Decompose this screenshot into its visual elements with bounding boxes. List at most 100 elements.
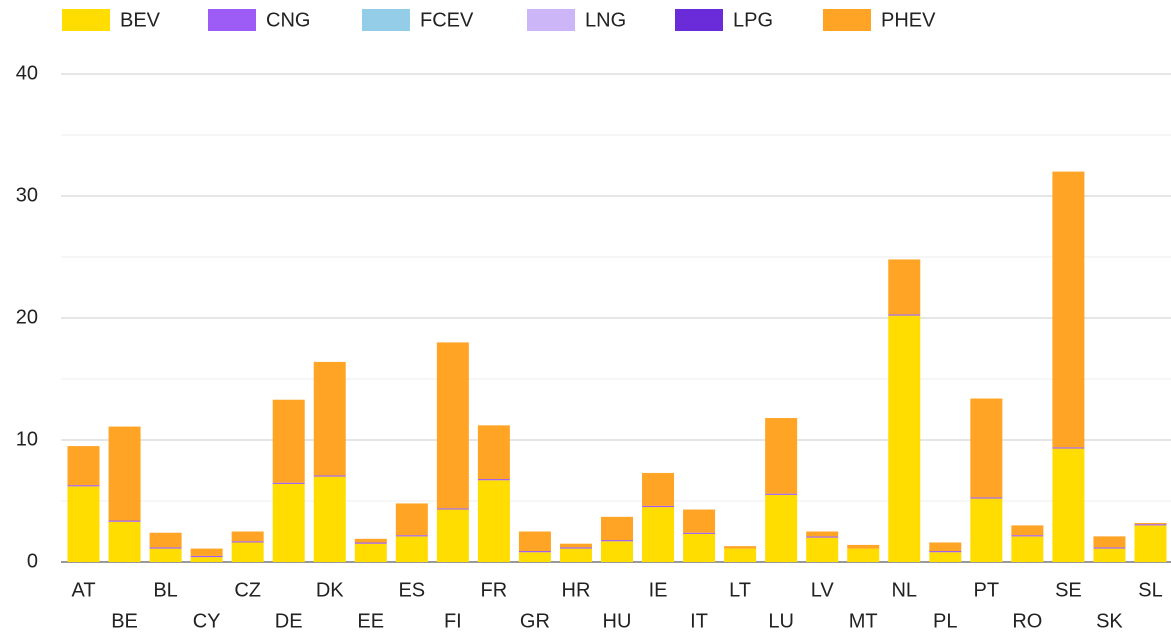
bar-segment [724, 548, 757, 562]
x-tick-label: HU [603, 610, 632, 632]
x-tick-label: SL [1138, 579, 1162, 601]
bar-segment [1011, 525, 1044, 536]
bar-segment [67, 446, 100, 486]
bar-segment [806, 536, 839, 538]
bar-segment [1093, 548, 1126, 562]
bar-segment [683, 532, 716, 534]
bar-segment [395, 503, 428, 536]
bar-segment [806, 537, 839, 562]
bar-segment [354, 543, 387, 562]
x-tick-label: LU [768, 610, 794, 632]
x-tick-label: LT [729, 579, 751, 601]
bar-segment [272, 483, 305, 562]
x-tick-label: BL [153, 579, 177, 601]
bar-segment [1134, 522, 1167, 525]
x-tick-label: SK [1096, 610, 1123, 632]
bar-segment [1093, 547, 1126, 549]
x-tick-label: RO [1012, 610, 1042, 632]
x-tick-label: CZ [234, 579, 261, 601]
x-tick-label: FR [481, 579, 508, 601]
bar-segment [601, 540, 633, 542]
bar-segment [888, 314, 921, 316]
bar-segment [970, 398, 1003, 498]
y-tick-label: 20 [16, 306, 38, 328]
bar-segment [1052, 447, 1085, 449]
bar-segment [190, 555, 223, 558]
bar-segment [1052, 448, 1085, 562]
legend-label: LPG [733, 9, 773, 31]
bar-segment [929, 551, 962, 553]
bar-segment [395, 536, 428, 562]
bar-segment [518, 551, 551, 553]
legend-label: LNG [585, 9, 626, 31]
bar-segment [518, 531, 551, 552]
bar-segment [436, 508, 469, 510]
bar-segment [1093, 536, 1126, 548]
x-tick-label: HR [562, 579, 591, 601]
bar-segment [1134, 525, 1167, 562]
bar-segment [929, 552, 962, 562]
x-tick-label: MT [849, 610, 878, 632]
bar-segment [559, 547, 592, 549]
bar-segment [231, 531, 264, 542]
bar-segment [559, 548, 592, 562]
bar-segment [354, 538, 387, 543]
bar-segment [601, 541, 633, 562]
bar-segment [1052, 171, 1085, 448]
y-tick-label: 10 [16, 428, 38, 450]
x-tick-label: ES [398, 579, 425, 601]
x-tick-label: LV [811, 579, 835, 601]
legend-swatch [675, 9, 723, 31]
bar-segment [477, 425, 510, 480]
legend-label: PHEV [881, 9, 936, 31]
bar-segment [601, 516, 633, 541]
x-tick-label: DE [275, 610, 303, 632]
legend-swatch [527, 9, 575, 31]
bar-segment [354, 542, 387, 544]
bar-segment [477, 479, 510, 481]
bar-segment [929, 542, 962, 552]
x-tick-label: DK [316, 579, 344, 601]
bar-segment [642, 507, 675, 562]
x-tick-label: BE [111, 610, 138, 632]
bar-segment [642, 472, 675, 506]
x-tick-label: PL [933, 610, 957, 632]
bar-segment [765, 418, 798, 494]
bar-segment [272, 399, 305, 483]
bar-segment [149, 548, 182, 562]
bar-segment [970, 497, 1003, 499]
legend-label: FCEV [420, 9, 474, 31]
bar-segment [888, 259, 921, 315]
bar-segment [518, 552, 551, 562]
bar-segment [847, 548, 880, 562]
legend-label: BEV [120, 9, 161, 31]
x-tick-label: AT [71, 579, 95, 601]
bar-segment [313, 361, 346, 476]
bar-segment [231, 542, 264, 562]
x-tick-label: GR [520, 610, 550, 632]
bar-segment [436, 342, 469, 509]
bar-segment [272, 482, 305, 484]
bar-segment [888, 315, 921, 562]
legend-label: CNG [266, 9, 310, 31]
bar-segment [313, 476, 346, 562]
bar-segment [149, 547, 182, 549]
x-tick-label: CY [193, 610, 221, 632]
legend-swatch [823, 9, 871, 31]
y-tick-label: 0 [27, 550, 38, 572]
x-tick-label: SE [1055, 579, 1082, 601]
bar-segment [67, 485, 100, 487]
bar-segment [190, 557, 223, 562]
bar-segment [436, 509, 469, 562]
legend-swatch [362, 9, 410, 31]
bar-segment [231, 541, 264, 543]
bar-segment [683, 533, 716, 562]
bar-segment [149, 532, 182, 548]
x-tick-label: FI [444, 610, 462, 632]
bar-segment [765, 493, 798, 495]
bar-segment [190, 548, 223, 556]
bar-segment [765, 494, 798, 562]
bar-segment [1134, 524, 1167, 526]
bar-segment [108, 520, 141, 522]
